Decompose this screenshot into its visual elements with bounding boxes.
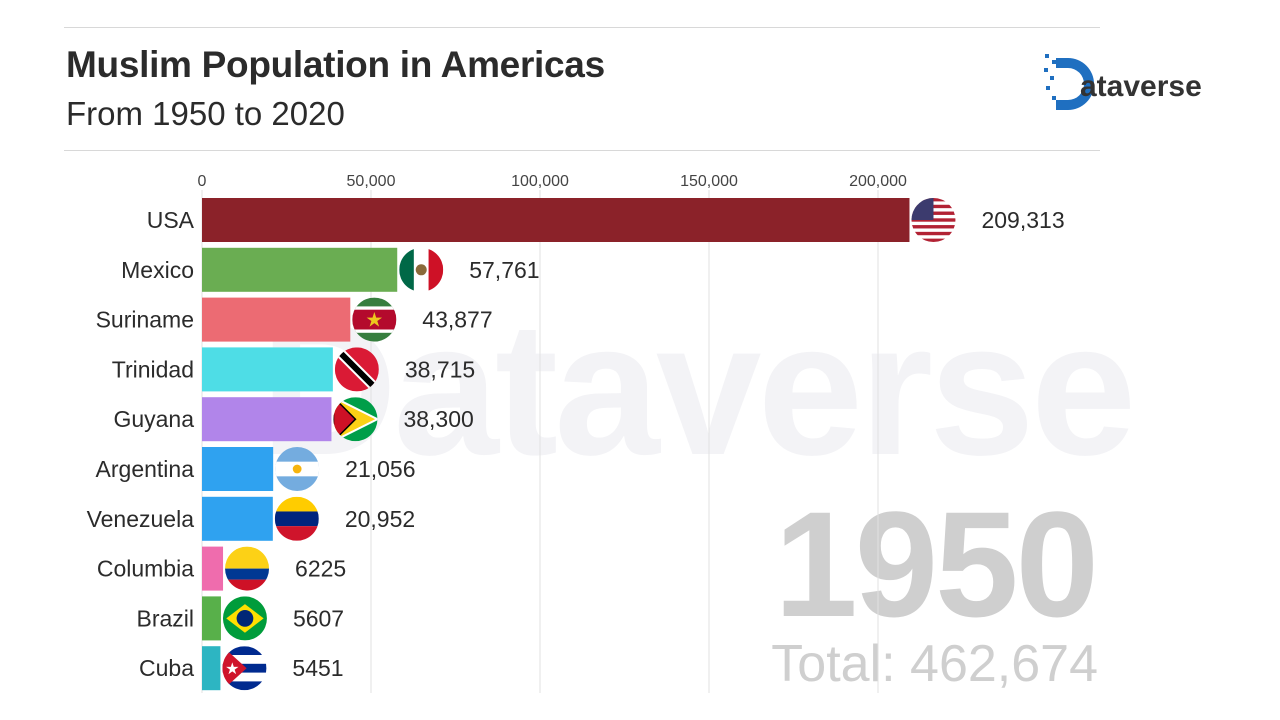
x-tick-label: 0 — [198, 173, 207, 190]
bar-venezuela — [202, 496, 273, 541]
bar-usa — [202, 198, 910, 242]
argentina-flag-icon — [275, 447, 320, 491]
top-rule — [64, 27, 1100, 28]
suriname-flag-icon: ★ — [352, 297, 397, 342]
value-label: 38,300 — [403, 406, 473, 432]
x-tick-label: 100,000 — [511, 173, 569, 190]
category-label: Trinidad — [112, 356, 194, 382]
bar-trinidad — [202, 347, 333, 392]
svg-text:ataverse: ataverse — [1080, 70, 1202, 103]
x-tick-label: 50,000 — [347, 173, 396, 190]
category-label: USA — [147, 207, 195, 233]
guyana-flag-icon — [333, 397, 378, 442]
watermark: Dataverse — [260, 283, 1136, 495]
category-label: Suriname — [96, 307, 194, 333]
value-label: 209,313 — [981, 207, 1064, 233]
value-label: 5451 — [292, 655, 343, 681]
cuba-flag-icon: ★ — [222, 646, 267, 691]
bar-suriname — [202, 297, 351, 342]
category-label: Mexico — [121, 257, 194, 283]
value-label: 20,952 — [345, 506, 415, 532]
bar-columbia — [202, 546, 224, 591]
category-label: Guyana — [113, 406, 194, 432]
value-label: 21,056 — [345, 456, 415, 482]
brazil-flag-icon — [222, 596, 267, 641]
value-label: 6225 — [295, 556, 346, 582]
trinidad-flag-icon — [334, 347, 379, 392]
bar-brazil — [202, 596, 221, 641]
venezuela-flag-icon — [274, 496, 319, 541]
year-label: 1950 — [774, 480, 1099, 648]
value-label: 57,761 — [469, 257, 539, 283]
usa-flag-icon — [911, 198, 956, 242]
category-label: Columbia — [97, 556, 194, 582]
bar-argentina — [202, 447, 274, 491]
bar-cuba — [202, 646, 221, 691]
svg-text:★: ★ — [365, 310, 383, 332]
category-label: Venezuela — [87, 506, 195, 532]
category-label: Argentina — [96, 456, 195, 482]
total-label: Total: 462,674 — [771, 635, 1098, 693]
header-rule — [64, 150, 1100, 151]
category-label: Brazil — [136, 605, 194, 631]
mexico-flag-icon — [399, 247, 444, 292]
value-label: 5607 — [293, 605, 344, 631]
dataverse-logo: ataverse — [1042, 52, 1242, 112]
page-title: Muslim Population in Americas — [66, 44, 605, 85]
value-label: 43,877 — [422, 307, 492, 333]
svg-text:★: ★ — [225, 661, 239, 678]
category-label: Cuba — [139, 655, 194, 681]
colombia-flag-icon — [225, 546, 270, 591]
value-label: 38,715 — [405, 356, 475, 382]
page-subtitle: From 1950 to 2020 — [66, 95, 345, 132]
x-tick-label: 200,000 — [849, 173, 907, 190]
bar-guyana — [202, 397, 332, 442]
x-tick-label: 150,000 — [680, 173, 738, 190]
bar-mexico — [202, 247, 398, 292]
